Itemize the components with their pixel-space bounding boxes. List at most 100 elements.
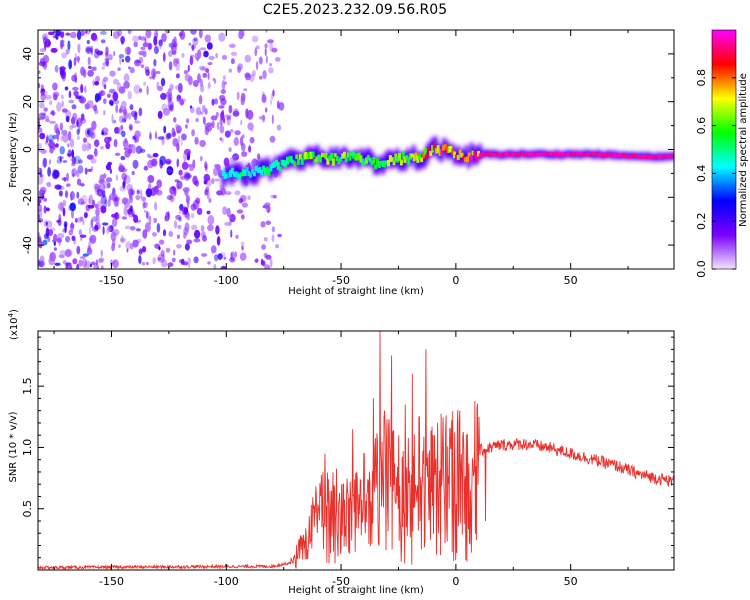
- heatmap-cell: [71, 235, 76, 242]
- heatmap-ridge-cell: [467, 152, 471, 158]
- heatmap-cell: [183, 261, 189, 266]
- heatmap-cell: [199, 111, 204, 115]
- heatmap-cell: [129, 243, 134, 250]
- heatmap-cell: [71, 104, 77, 110]
- heatmap-cell: [111, 217, 118, 227]
- heatmap-cell: [129, 193, 133, 200]
- heatmap-cell: [199, 139, 206, 148]
- heatmap-cell: [153, 35, 158, 46]
- heatmap-cell: [204, 164, 208, 172]
- heatmap-cell: [238, 198, 243, 204]
- heatmap-cell: [123, 206, 128, 216]
- heatmap-cell: [271, 234, 275, 243]
- heatmap-cell: [135, 195, 141, 201]
- heatmap-cell: [200, 66, 207, 72]
- heatmap-cell: [228, 43, 236, 48]
- heatmap-cell: [45, 207, 50, 212]
- heatmap-ridge-cell: [333, 153, 337, 158]
- heatmap-cell: [42, 54, 50, 64]
- x-tick-label: -50: [332, 575, 350, 588]
- heatmap-cell: [87, 69, 94, 77]
- heatmap-cell: [156, 179, 162, 188]
- heatmap-ridge-cell: [589, 153, 592, 157]
- heatmap-ridge-cell: [466, 156, 469, 163]
- heatmap-cell: [172, 131, 176, 137]
- heatmap-cell: [197, 73, 201, 83]
- y-tick-label: 1.0: [21, 439, 34, 457]
- heatmap-cell: [214, 254, 219, 262]
- heatmap-cell: [208, 198, 212, 203]
- heatmap-cell: [251, 35, 259, 43]
- heatmap-ridge-cell: [287, 156, 291, 163]
- spectrogram-panel: -150 -100 -50 0 50 -40 -20 0 20 40 Height of stra…: [8, 29, 675, 297]
- heatmap-ridge-cell: [306, 153, 310, 160]
- heatmap-cell: [171, 39, 176, 46]
- heatmap-cell: [146, 261, 149, 266]
- heatmap-ridge-cell: [416, 155, 420, 163]
- heatmap-cell: [241, 245, 244, 251]
- heatmap-ridge-cell: [601, 153, 605, 157]
- heatmap-cell: [62, 160, 68, 163]
- heatmap-cell: [176, 94, 182, 102]
- heatmap-cell: [265, 254, 272, 260]
- heatmap-ridge-cell: [427, 146, 431, 153]
- heatmap-cell: [45, 221, 48, 226]
- heatmap-ridge-cell: [478, 153, 482, 159]
- heatmap-cell: [212, 77, 215, 82]
- heatmap-ridge-cell: [291, 159, 295, 164]
- heatmap-cell: [269, 135, 276, 143]
- heatmap-ridge-cell: [353, 153, 357, 161]
- heatmap-cell: [68, 229, 74, 236]
- heatmap-cell: [165, 211, 170, 222]
- heatmap-cell: [106, 227, 110, 235]
- heatmap-cell: [228, 68, 232, 73]
- heatmap-cell: [116, 82, 122, 92]
- heatmap-cell: [179, 98, 187, 103]
- heatmap-cell: [120, 36, 125, 44]
- heatmap-cell: [43, 107, 48, 112]
- heatmap-ridge-cell: [636, 155, 640, 159]
- heatmap-cell: [171, 50, 177, 55]
- heatmap-cell: [255, 45, 260, 50]
- heatmap-cell: [154, 201, 158, 211]
- heatmap-cell: [187, 164, 194, 168]
- heatmap-cell: [219, 137, 222, 141]
- heatmap-ridge-cell: [418, 153, 422, 160]
- heatmap-ridge-cell: [612, 153, 616, 157]
- heatmap-cell: [145, 210, 149, 219]
- heatmap-cell: [92, 199, 95, 207]
- y-tick-label: 0: [21, 146, 34, 153]
- heatmap-cell: [259, 75, 263, 80]
- heatmap-cell: [166, 195, 174, 201]
- snr-ylabel: SNR (10 * v/v): [8, 411, 19, 482]
- heatmap-cell: [149, 133, 152, 140]
- heatmap-ridge-cell: [401, 151, 405, 159]
- heatmap-ridge-cell: [528, 152, 532, 157]
- heatmap-ridge-cell: [243, 169, 247, 177]
- heatmap-ridge-cell: [633, 154, 637, 158]
- heatmap-cell: [205, 124, 213, 132]
- heatmap-cell: [141, 196, 147, 202]
- heatmap-cell: [192, 36, 199, 46]
- heatmap-cell: [100, 249, 104, 257]
- colorbar-bar: [712, 30, 736, 269]
- heatmap-cell: [64, 248, 72, 258]
- heatmap-cell: [112, 91, 119, 102]
- heatmap-cell: [220, 265, 227, 269]
- heatmap-cell: [91, 166, 93, 170]
- heatmap-cell: [117, 30, 123, 37]
- heatmap-cell: [99, 90, 106, 97]
- heatmap-cell: [176, 158, 180, 168]
- heatmap-cell: [265, 30, 268, 33]
- heatmap-ridge-cell: [491, 152, 495, 157]
- heatmap-ridge-cell: [324, 153, 328, 160]
- heatmap-ridge-cell: [449, 146, 453, 153]
- heatmap-cell: [45, 38, 51, 48]
- heatmap-ridge-cell: [267, 168, 271, 176]
- heatmap-cell: [216, 164, 221, 172]
- heatmap-ridge-cell: [559, 153, 563, 157]
- heatmap-cell: [94, 93, 100, 103]
- heatmap-cell: [136, 189, 140, 195]
- heatmap-cell: [38, 232, 41, 237]
- heatmap-cell: [196, 207, 203, 215]
